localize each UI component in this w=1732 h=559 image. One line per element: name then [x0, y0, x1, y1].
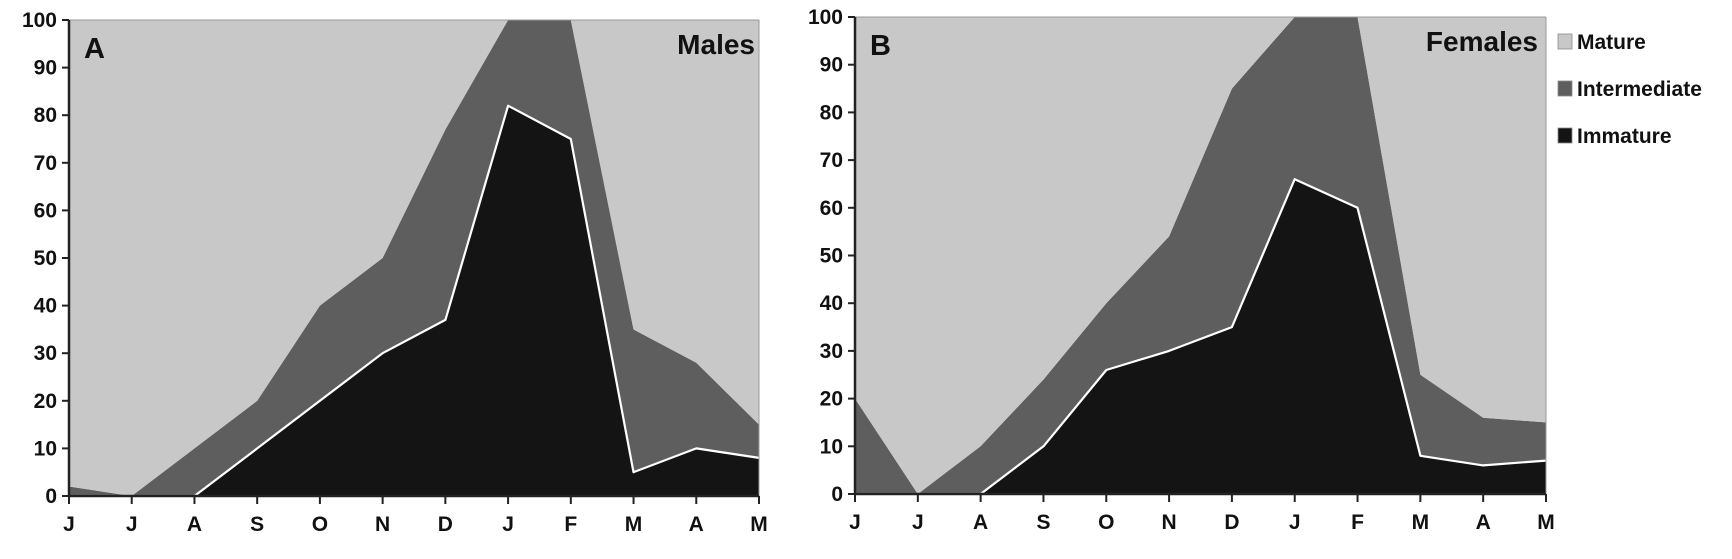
y-tick-label: 10	[820, 435, 843, 458]
x-tick-label: M	[1412, 511, 1430, 534]
y-tick-label: 80	[34, 104, 57, 127]
y-tick-label: 20	[820, 388, 843, 411]
y-tick-label: 70	[34, 152, 57, 175]
x-tick-label: O	[312, 513, 328, 536]
legend-swatch-intermediate	[1557, 80, 1573, 97]
y-tick-label: 100	[808, 6, 843, 29]
area-intermediate	[855, 17, 1546, 494]
legend-label-intermediate: Intermediate	[1577, 78, 1702, 101]
area-intermediate	[69, 20, 759, 496]
x-tick-label: D	[438, 513, 453, 536]
x-tick-label: A	[973, 511, 988, 534]
y-tick-label: 40	[820, 292, 843, 315]
y-tick-label: 90	[34, 57, 57, 80]
area-mature	[855, 17, 1546, 494]
y-tick-label: 30	[820, 340, 843, 363]
y-tick-label: 40	[34, 295, 57, 318]
y-tick-label: 70	[820, 149, 843, 172]
legend-swatch-immature	[1557, 127, 1573, 144]
x-tick-label: F	[564, 513, 577, 536]
x-tick-label: F	[1351, 511, 1364, 534]
x-tick-label: N	[375, 513, 390, 536]
x-tick-label: M	[1537, 511, 1555, 534]
x-tick-label: S	[1036, 511, 1050, 534]
x-tick-label: M	[750, 513, 768, 536]
y-tick-label: 0	[45, 485, 57, 508]
x-tick-label: J	[912, 511, 924, 534]
x-tick-label: J	[849, 511, 861, 534]
x-tick-label: J	[502, 513, 514, 536]
x-tick-label: A	[689, 513, 704, 536]
y-tick-label: 100	[22, 9, 57, 32]
y-tick-label: 90	[820, 54, 843, 77]
x-tick-label: J	[63, 513, 75, 536]
panel-females: 0 10 20 30 40 50 60 70 80 90 100 J J A S O N D J F M A M B Femal…	[808, 6, 1555, 534]
x-tick-label: J	[1289, 511, 1301, 534]
y-tick-label: 10	[34, 437, 57, 460]
legend-swatch-mature	[1557, 33, 1573, 50]
panel-title: Females	[1426, 26, 1538, 57]
y-tick-label: 50	[820, 245, 843, 268]
panel-letter: B	[870, 30, 891, 62]
x-tick-label: A	[187, 513, 202, 536]
x-tick-label: A	[1476, 511, 1491, 534]
y-tick-label: 60	[820, 197, 843, 220]
y-tick-label: 20	[34, 390, 57, 413]
area-immature	[855, 179, 1546, 494]
x-tick-label: M	[625, 513, 643, 536]
y-tick-label: 80	[820, 101, 843, 124]
panel-letter: A	[84, 33, 105, 65]
y-tick-label: 60	[34, 199, 57, 222]
x-tick-label: N	[1162, 511, 1177, 534]
y-tick-label: 30	[34, 342, 57, 365]
legend-label-mature: Mature	[1577, 31, 1646, 54]
legend: Mature Intermediate Immature	[1557, 31, 1702, 148]
x-tick-label: D	[1224, 511, 1239, 534]
panel-title: Males	[677, 29, 755, 60]
area-immature	[69, 105, 759, 496]
y-tick-label: 0	[831, 483, 843, 506]
x-tick-label: S	[250, 513, 264, 536]
panel-males: 0 10 20 30 40 50 60 70 80 90 100 J J A S O N D J F M A M A Males	[22, 9, 768, 536]
x-tick-label: O	[1098, 511, 1114, 534]
y-tick-label: 50	[34, 247, 57, 270]
x-tick-label: J	[126, 513, 138, 536]
area-mature	[69, 20, 759, 496]
legend-label-immature: Immature	[1577, 125, 1672, 148]
